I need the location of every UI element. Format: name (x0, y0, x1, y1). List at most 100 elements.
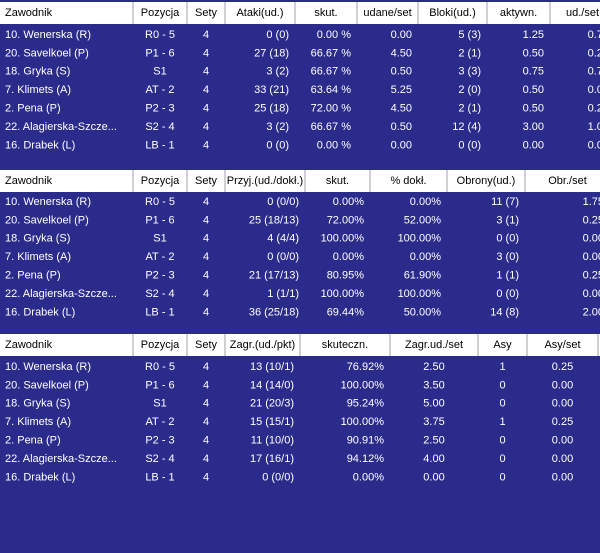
table-cell: 66.67 % (311, 47, 352, 59)
table-cell: 4 (4/4) (267, 233, 299, 245)
header-cell: udane/set (363, 7, 411, 19)
table-cell: 2 (1) (458, 47, 481, 59)
table-cell: 0 (499, 453, 505, 465)
table-cell: 2.00 (583, 306, 600, 318)
table-cell: 0 (0/0) (262, 471, 294, 483)
table-cell: 4 (203, 196, 209, 208)
table-cell: 100.00% (341, 416, 385, 428)
table-cell: 0 (0) (266, 29, 289, 41)
header-row (0, 2, 600, 24)
table-cell: 0.25 (583, 214, 600, 226)
header-row (0, 170, 600, 192)
table-cell: S1 (153, 398, 166, 410)
table-cell: 0 (499, 435, 505, 447)
table-cell: 0.00 (391, 139, 412, 151)
header-cell: Pozycja (141, 175, 180, 187)
table-cell: 4 (203, 139, 209, 151)
table-cell: 3 (2) (266, 66, 289, 78)
table-cell: 0.25 (588, 47, 600, 59)
table-cell: 100.00% (321, 288, 365, 300)
table-cell: 4 (203, 251, 209, 263)
table-cell: AT - 2 (146, 416, 175, 428)
table-cell: R0 - 5 (145, 196, 175, 208)
table-cell: 36 (25/18) (249, 306, 299, 318)
table-cell: 4 (203, 121, 209, 133)
table-cell: 0.00 (552, 398, 573, 410)
table-cell: 61.90% (404, 270, 442, 282)
table-cell: 1.25 (523, 29, 544, 41)
table-cell: 0.00 (423, 471, 444, 483)
table-cell: S1 (153, 233, 166, 245)
table-cell: 0.00% (333, 196, 364, 208)
header-cell: Obr./set (548, 175, 587, 187)
table-cell: 0.75 (588, 66, 600, 78)
table-cell: 18. Gryka (S) (5, 233, 70, 245)
table-cell: 25 (18) (254, 103, 289, 115)
table-cell: 0.25 (588, 103, 600, 115)
table-cell: 0.25 (583, 270, 600, 282)
table-cell: 52.00% (404, 214, 442, 226)
header-cell: skut. (314, 7, 337, 19)
table-cell: 3 (3) (458, 66, 481, 78)
table-cell: 10. Wenerska (R) (5, 29, 91, 41)
table-cell: R0 - 5 (145, 29, 175, 41)
header-cell: Asy/set (544, 339, 580, 351)
table-cell: 0 (0) (496, 288, 519, 300)
table-cell: 16. Drabek (L) (5, 139, 75, 151)
table-cell: 4 (203, 214, 209, 226)
table-cell: 15 (15/1) (250, 416, 294, 428)
table-cell: 1.00 (588, 121, 600, 133)
header-cell: Bloki(ud.) (429, 7, 475, 19)
table-cell: 100.00% (341, 379, 385, 391)
table-cell: 4 (203, 306, 209, 318)
header-cell: Pozycja (141, 339, 180, 351)
table-cell: S2 - 4 (145, 453, 174, 465)
table-cell: 4 (203, 233, 209, 245)
table-cell: P1 - 6 (145, 214, 174, 226)
table-cell: 80.95% (327, 270, 365, 282)
table-cell: P1 - 6 (145, 379, 174, 391)
table-cell: 27 (18) (254, 47, 289, 59)
table-cell: 0.00 % (317, 139, 351, 151)
table-cell: 17 (16/1) (250, 453, 294, 465)
table-cell: 4.50 (391, 103, 412, 115)
header-cell: Sety (195, 175, 218, 187)
table-cell: 4 (203, 270, 209, 282)
table-cell: 4 (203, 471, 209, 483)
table-cell: LB - 1 (145, 139, 174, 151)
table-cell: 50.00% (404, 306, 442, 318)
table-cell: P2 - 3 (145, 103, 174, 115)
table-cell: 4 (203, 435, 209, 447)
table-cell: 100.00% (398, 288, 442, 300)
table-cell: 2. Pena (P) (5, 103, 61, 115)
header-cell: aktywn. (500, 7, 537, 19)
table-cell: 3 (2) (266, 121, 289, 133)
header-cell: Asy (493, 339, 512, 351)
table-cell: R0 - 5 (145, 361, 175, 373)
table-cell: 0.00 (583, 288, 600, 300)
table-cell: 14 (14/0) (250, 379, 294, 391)
table-cell: 0.00% (333, 251, 364, 263)
table-cell: 95.24% (347, 398, 385, 410)
table-cell: 7. Klimets (A) (5, 251, 71, 263)
table-cell: 4 (203, 66, 209, 78)
header-cell: Zagr.ud./set (405, 339, 463, 351)
table-cell: 21 (20/3) (250, 398, 294, 410)
header-cell: Zagr.(ud./pkt) (230, 339, 295, 351)
header-cell: Zawodnik (5, 7, 53, 19)
table-cell: 18. Gryka (S) (5, 398, 70, 410)
table-cell: 5.25 (391, 84, 412, 96)
table-cell: 0.00 (588, 139, 600, 151)
table-cell: 2.50 (423, 361, 444, 373)
table-cell: 72.00 % (311, 103, 352, 115)
table-cell: 21 (17/13) (249, 270, 299, 282)
table-cell: S1 (153, 66, 166, 78)
table-cell: 16. Drabek (L) (5, 306, 75, 318)
table-cell: P1 - 6 (145, 47, 174, 59)
table-cell: 0.00 (583, 251, 600, 263)
table-cell: 0 (499, 398, 505, 410)
table-cell: 90.91% (347, 435, 385, 447)
header-cell: Zawodnik (5, 175, 53, 187)
